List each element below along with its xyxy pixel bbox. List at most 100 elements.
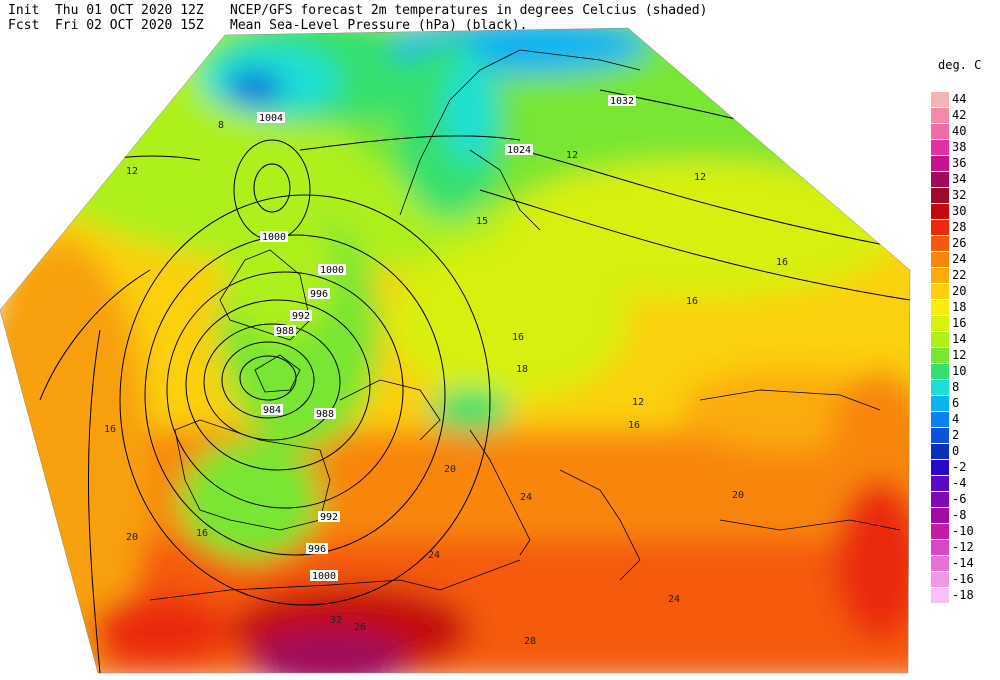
temp-label: 16: [686, 296, 698, 307]
map-border: [0, 27, 911, 674]
legend-label: 24: [952, 252, 967, 266]
isobar-label: 1004: [259, 113, 283, 124]
legend-label: -10: [952, 524, 974, 538]
legend-label: 36: [952, 156, 967, 170]
temp-label: 15: [476, 216, 488, 227]
legend-label: 2: [952, 428, 960, 442]
isobar-label: 996: [308, 544, 326, 555]
legend-label: -2: [952, 460, 967, 474]
fcst-value: Fri 02 OCT 2020 15Z: [54, 18, 204, 33]
legend-label: -14: [952, 556, 974, 570]
map-title-line1: NCEP/GFS forecast 2m temperatures in deg…: [230, 3, 708, 18]
temp-label: 16: [628, 420, 640, 431]
legend-label: 4: [952, 412, 960, 426]
temp-label: 12: [632, 397, 644, 408]
legend-swatch: [931, 412, 949, 427]
legend-swatch: [931, 188, 949, 203]
init-label: Init: [8, 3, 40, 18]
legend-label: 10: [952, 364, 967, 378]
legend-label: 42: [952, 108, 967, 122]
legend-label: 16: [952, 316, 967, 330]
legend-swatch: [931, 220, 949, 235]
temp-label: 28: [524, 636, 536, 647]
isobar-label: 988: [316, 409, 334, 420]
temp-label: 8: [218, 120, 224, 131]
isobar-label: 996: [310, 289, 328, 300]
legend-label: 38: [952, 140, 967, 154]
legend-label: 6: [952, 396, 960, 410]
legend-swatch: [931, 588, 949, 603]
legend-label: 32: [952, 188, 967, 202]
temp-label: 16: [776, 257, 788, 268]
legend-swatch: [931, 108, 949, 123]
legend-label: 12: [952, 348, 967, 362]
isobar-label: 992: [320, 512, 338, 523]
isobar-label: 1000: [320, 265, 344, 276]
temperature-labels: 8 12 12 12 12 15 16 16 16 16 16 16 18 20…: [104, 120, 788, 647]
legend-label: 22: [952, 268, 967, 282]
legend-label: -18: [952, 588, 974, 602]
isobar-label: 992: [292, 311, 310, 322]
legend-label: 8: [952, 380, 960, 394]
legend-swatch: [931, 124, 949, 139]
init-line: Init Thu 01 OCT 2020 12Z: [8, 3, 204, 18]
legend-swatch: [931, 204, 949, 219]
legend-label: 28: [952, 220, 967, 234]
temp-label: 18: [516, 364, 528, 375]
legend-label: 14: [952, 332, 967, 346]
legend-swatch: [931, 396, 949, 411]
legend-swatch: [931, 364, 949, 379]
isobar-label: 1032: [610, 96, 634, 107]
legend-label: -4: [952, 476, 967, 490]
legend-swatch: [931, 316, 949, 331]
legend-swatch: [931, 476, 949, 491]
legend-label: 44: [952, 92, 967, 106]
fcst-line: Fcst Fri 02 OCT 2020 15Z: [8, 18, 204, 33]
temp-label: 16: [196, 528, 208, 539]
temp-label: 16: [104, 424, 116, 435]
temp-label: 12: [694, 172, 706, 183]
legend-label: 20: [952, 284, 967, 298]
legend-swatch: [931, 428, 949, 443]
legend-title: deg. C: [938, 58, 982, 72]
legend-swatch: [931, 524, 949, 539]
legend-label: 18: [952, 300, 967, 314]
legend-swatch: [931, 92, 949, 107]
temp-label: 24: [428, 550, 440, 561]
temp-label: 32: [330, 615, 342, 626]
legend-label: 26: [952, 236, 967, 250]
temp-label: 26: [354, 622, 366, 633]
init-value: Thu 01 OCT 2020 12Z: [54, 3, 204, 18]
legend-swatch: [931, 572, 949, 587]
legend-label: -16: [952, 572, 974, 586]
isobar-label: 1000: [312, 571, 336, 582]
legend-swatch: [931, 172, 949, 187]
temp-label: 16: [512, 332, 524, 343]
legend-swatch: [931, 460, 949, 475]
legend-swatch: [931, 300, 949, 315]
legend-swatch: [931, 252, 949, 267]
legend-swatch: [931, 236, 949, 251]
legend-label: 30: [952, 204, 967, 218]
legend-swatch: [931, 156, 949, 171]
temp-label: 12: [126, 166, 138, 177]
temp-label: 20: [126, 532, 138, 543]
isobar-label: 984: [263, 405, 281, 416]
legend-swatch: [931, 268, 949, 283]
legend-swatch: [931, 284, 949, 299]
legend-swatch: [931, 556, 949, 571]
temp-label: 20: [444, 464, 456, 475]
isobar-label: 1000: [262, 232, 286, 243]
legend-swatch: [931, 508, 949, 523]
temp-label: 24: [520, 492, 532, 503]
legend-label: 34: [952, 172, 967, 186]
legend-swatch: [931, 540, 949, 555]
temp-label: 20: [732, 490, 744, 501]
legend-swatch: [931, 492, 949, 507]
temp-label: 24: [668, 594, 680, 605]
legend-label: 0: [952, 444, 960, 458]
isobar-labels: 1004 1000 996 992 988 984 988 992 996 10…: [257, 95, 636, 582]
legend-label: -8: [952, 508, 967, 522]
isobar-label: 1024: [507, 145, 531, 156]
